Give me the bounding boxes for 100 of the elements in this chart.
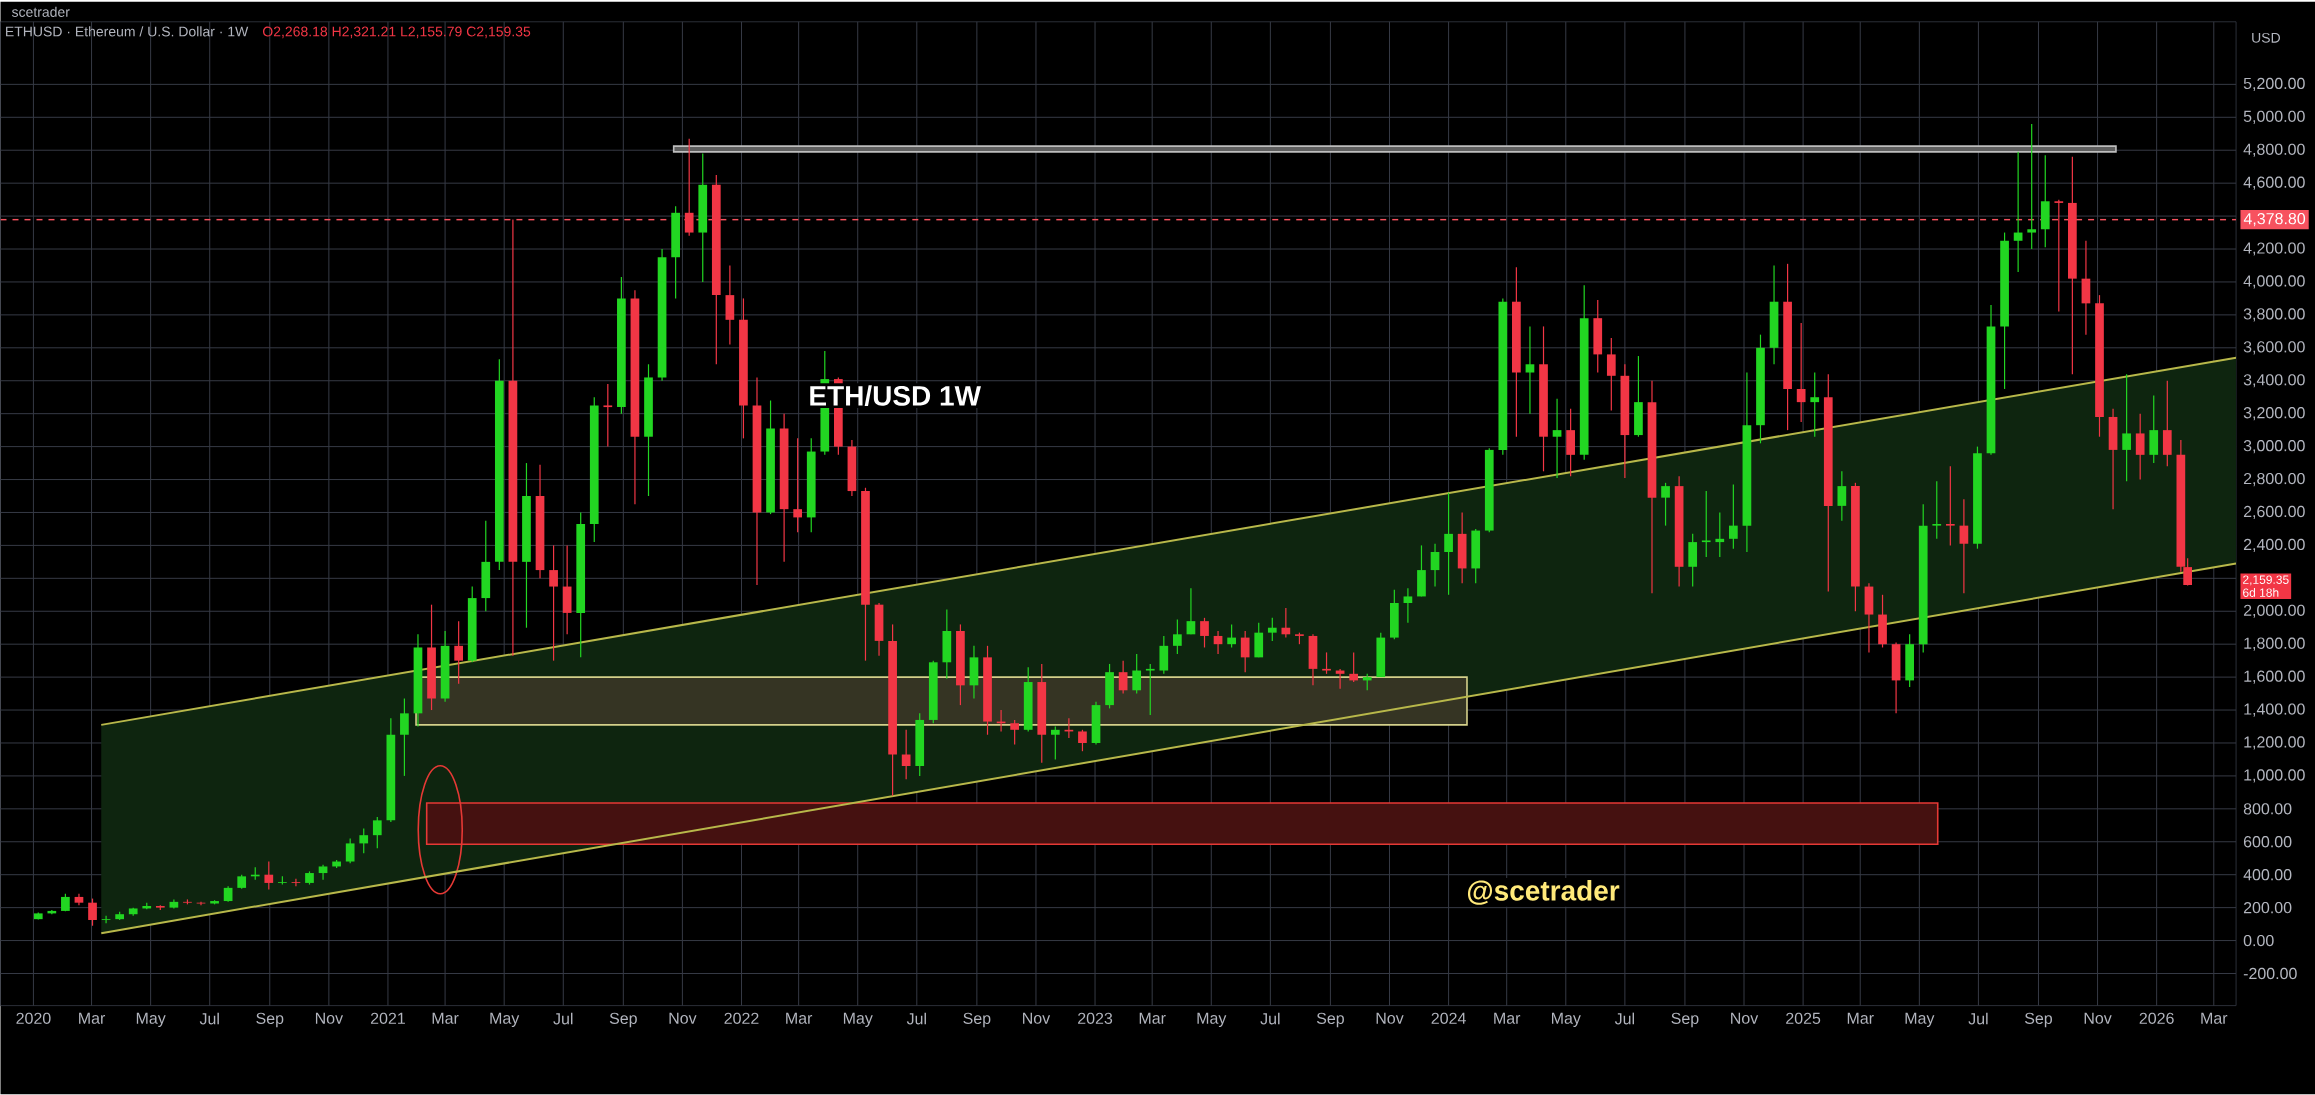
x-tick-label: 2023 xyxy=(1078,1012,1113,1025)
text: 2,159.35 xyxy=(2243,575,2289,586)
candlestick xyxy=(1701,490,1711,558)
x-tick-label: Mar xyxy=(2201,1012,2228,1025)
candlestick xyxy=(793,437,803,534)
text: scetrader xyxy=(11,6,70,18)
y-tick-label: 3,800.00 xyxy=(2243,308,2305,322)
x-tick-label: Jul xyxy=(1260,1012,1280,1025)
candlestick xyxy=(901,729,911,780)
x-tick-label: 2022 xyxy=(724,1012,759,1025)
candlestick xyxy=(1050,726,1060,761)
candlestick xyxy=(1729,484,1738,550)
x-tick-label: May xyxy=(843,1012,873,1028)
candlestick xyxy=(1661,482,1670,527)
y-tick-label: 3,600.00 xyxy=(2243,341,2305,355)
x-tick-label: Jul xyxy=(906,1012,926,1025)
candlestick xyxy=(2054,199,2064,313)
candlestick xyxy=(2122,373,2131,482)
y-tick-label: 1,800.00 xyxy=(2244,637,2305,651)
x-tick-label: 2021 xyxy=(370,1012,405,1025)
candlestick xyxy=(1552,398,1562,479)
chart-title: ETHUSD · Ethereum / U.S. Dollar · 1W xyxy=(6,26,249,37)
text: 6d 18h xyxy=(2243,588,2279,598)
candlestick xyxy=(603,383,613,448)
y-tick-label: 200.00 xyxy=(2243,902,2292,914)
y-tick-label: 800.00 xyxy=(2243,803,2292,815)
y-tick-label: 1,600.00 xyxy=(2244,670,2305,684)
candlestick xyxy=(2135,413,2145,481)
candlestick xyxy=(400,698,409,777)
candlestick xyxy=(454,620,464,685)
y-tick-label: 4,200.00 xyxy=(2243,242,2305,256)
x-tick-label: Sep xyxy=(2024,1012,2053,1028)
candlestick xyxy=(1267,617,1277,642)
y-tick-label: 3,200.00 xyxy=(2243,407,2305,421)
candlestick xyxy=(1173,619,1182,655)
candlestick xyxy=(196,901,206,906)
candlestick xyxy=(1837,470,1847,522)
y-tick-label: 5,200.00 xyxy=(2243,77,2305,92)
x-tick-label: Sep xyxy=(256,1012,284,1028)
annotation: @scetrader xyxy=(1467,880,1620,906)
candlestick xyxy=(2027,123,2037,250)
candlestick xyxy=(1322,652,1331,675)
x-tick-label: Nov xyxy=(315,1012,344,1025)
candlestick xyxy=(88,898,97,927)
x-tick-label: Jul xyxy=(1968,1012,1988,1025)
x-tick-label: Sep xyxy=(1316,1012,1344,1028)
candlestick xyxy=(1444,492,1453,596)
annotation: ETH/USD 1W xyxy=(810,385,981,407)
candlestick xyxy=(372,816,382,850)
y-tick-label: 4,600.00 xyxy=(2243,176,2305,190)
candlestick xyxy=(1281,607,1291,639)
candlestick xyxy=(1796,322,1806,423)
y-tick-label: 400.00 xyxy=(2243,869,2292,881)
candlestick xyxy=(101,915,111,925)
x-tick-label: 2024 xyxy=(1431,1012,1466,1025)
x-tick-label: Nov xyxy=(669,1012,697,1025)
x-tick-label: Jul xyxy=(553,1012,573,1025)
x-tick-label: Sep xyxy=(1671,1012,1699,1028)
x-tick-label: Mar xyxy=(79,1012,106,1025)
y-tick-label: -200.00 xyxy=(2243,968,2297,980)
x-tick-label: Mar xyxy=(1847,1012,1874,1025)
candlestick xyxy=(1525,326,1535,415)
candlestick xyxy=(1227,624,1236,649)
candlestick xyxy=(549,544,558,662)
y-tick-label: 0.00 xyxy=(2243,935,2274,947)
x-tick-label: Mar xyxy=(1139,1012,1166,1025)
ref-line-label: 4,378.80 xyxy=(2243,213,2306,227)
x-tick-label: May xyxy=(1551,1012,1581,1028)
candlestick xyxy=(1959,498,1969,594)
x-tick-label: Sep xyxy=(609,1012,637,1028)
x-tick-label: Jul xyxy=(199,1012,219,1025)
candlestick xyxy=(1430,543,1440,588)
candlestick xyxy=(1945,465,1955,547)
x-tick-label: Nov xyxy=(1376,1012,1404,1025)
candlestick xyxy=(345,838,355,864)
x-tick-label: May xyxy=(136,1012,166,1028)
chart-subtitle: O2,268.18 H2,321.21 L2,155.79 C2,159.35 xyxy=(262,26,531,39)
y-axis-title: USD xyxy=(2252,33,2280,43)
x-tick-label: Jul xyxy=(1614,1012,1635,1025)
y-tick-label: 2,600.00 xyxy=(2243,506,2305,520)
candlestick xyxy=(1132,653,1142,695)
y-tick-label: 2,000.00 xyxy=(2243,604,2305,619)
y-tick-label: 2,800.00 xyxy=(2243,473,2305,487)
y-tick-label: 3,400.00 xyxy=(2243,374,2305,388)
x-tick-label: Nov xyxy=(1731,1012,1759,1025)
x-tick-label: Mar xyxy=(432,1012,459,1025)
x-tick-label: Sep xyxy=(963,1012,991,1028)
candlestick xyxy=(1200,617,1209,649)
x-tick-label: Mar xyxy=(1494,1012,1521,1025)
y-tick-label: 1,400.00 xyxy=(2244,703,2305,717)
x-tick-label: 2025 xyxy=(1786,1012,1821,1025)
candlestick xyxy=(1118,660,1128,695)
candlestick xyxy=(1932,480,1942,540)
x-tick-label: Nov xyxy=(1023,1012,1051,1025)
x-tick-label: 2026 xyxy=(2139,1012,2174,1025)
y-tick-label: 5,000.00 xyxy=(2243,110,2305,125)
x-tick-label: May xyxy=(1197,1012,1227,1028)
x-tick-label: Nov xyxy=(2084,1012,2112,1025)
candlestick xyxy=(1078,729,1087,753)
candlestick xyxy=(1010,719,1019,746)
